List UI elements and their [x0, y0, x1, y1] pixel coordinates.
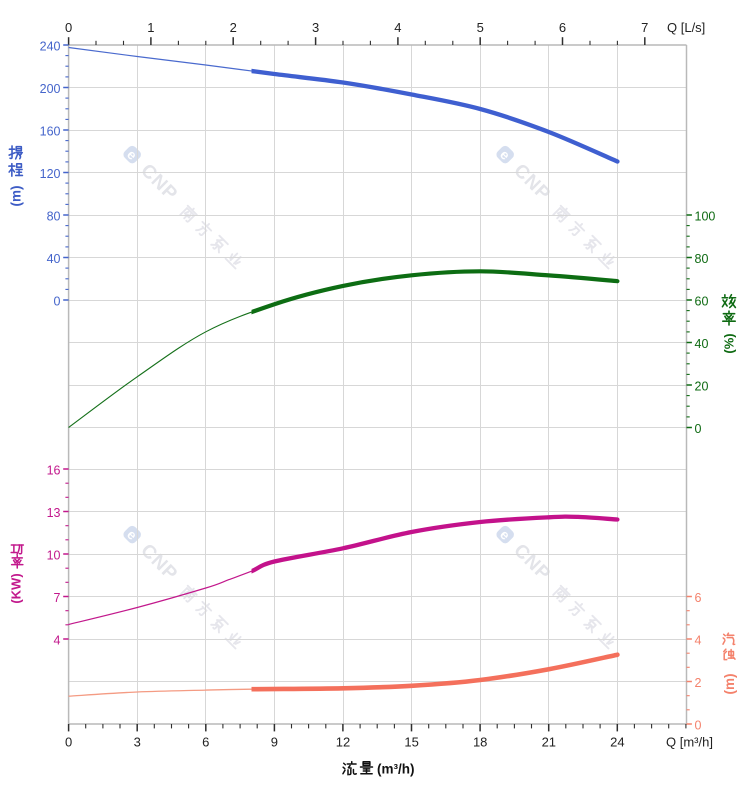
svg-text:Q [m³/h]: Q [m³/h]: [666, 735, 713, 750]
svg-text:1: 1: [147, 20, 154, 35]
svg-text:40: 40: [47, 252, 61, 266]
svg-text:0: 0: [695, 422, 702, 436]
svg-text:3: 3: [134, 735, 141, 750]
svg-text:40: 40: [695, 337, 709, 351]
svg-text:7: 7: [641, 20, 648, 35]
svg-text:0: 0: [54, 295, 61, 309]
svg-text:13: 13: [47, 506, 61, 520]
svg-text:7: 7: [54, 591, 61, 605]
svg-text:2: 2: [230, 20, 237, 35]
svg-text:(m³/h): (m³/h): [377, 762, 415, 777]
svg-text:12: 12: [336, 735, 350, 750]
svg-text:60: 60: [695, 295, 709, 309]
svg-text:2: 2: [695, 676, 702, 690]
svg-text:(m): (m): [722, 674, 737, 695]
svg-text:15: 15: [404, 735, 418, 750]
svg-text:24: 24: [610, 735, 624, 750]
svg-text:4: 4: [54, 634, 61, 648]
svg-text:6: 6: [559, 20, 566, 35]
svg-text:9: 9: [271, 735, 278, 750]
svg-text:240: 240: [40, 40, 61, 54]
svg-text:0: 0: [695, 719, 702, 733]
svg-text:20: 20: [695, 380, 709, 394]
svg-text:(m): (m): [9, 186, 24, 207]
svg-text:80: 80: [695, 252, 709, 266]
svg-text:4: 4: [695, 634, 702, 648]
svg-text:10: 10: [47, 549, 61, 563]
svg-text:(KW): (KW): [9, 573, 24, 603]
svg-text:0: 0: [65, 735, 72, 750]
svg-text:(%): (%): [722, 333, 737, 353]
svg-text:6: 6: [202, 735, 209, 750]
svg-text:200: 200: [40, 82, 61, 96]
svg-text:21: 21: [542, 735, 556, 750]
svg-text:100: 100: [695, 210, 716, 224]
svg-text:16: 16: [47, 464, 61, 478]
svg-text:80: 80: [47, 210, 61, 224]
svg-text:4: 4: [394, 20, 401, 35]
svg-text:120: 120: [40, 167, 61, 181]
svg-text:5: 5: [477, 20, 484, 35]
svg-text:6: 6: [695, 591, 702, 605]
svg-text:Q [L/s]: Q [L/s]: [667, 20, 705, 35]
svg-text:18: 18: [473, 735, 487, 750]
svg-text:3: 3: [312, 20, 319, 35]
svg-text:0: 0: [65, 20, 72, 35]
svg-text:160: 160: [40, 125, 61, 139]
